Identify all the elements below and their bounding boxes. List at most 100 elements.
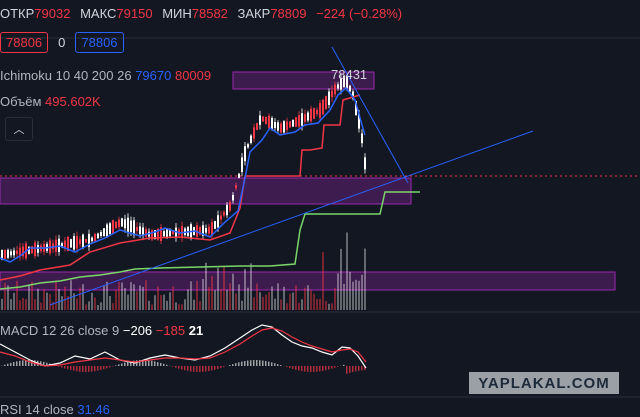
volume-bar bbox=[358, 281, 360, 310]
volume-bar bbox=[346, 232, 348, 310]
macd-hist-bar bbox=[214, 366, 216, 370]
ohlc-readout: ОТКР79032 МАКС79150 МИН78582 ЗАКР78809 −… bbox=[0, 6, 408, 21]
macd-hist-bar bbox=[7, 364, 9, 366]
volume-bar bbox=[91, 293, 93, 310]
rsi-params: 14 close bbox=[25, 402, 73, 417]
volume-bar bbox=[265, 295, 267, 310]
macd-hist-bar bbox=[295, 366, 297, 370]
volume-bar bbox=[178, 304, 180, 310]
volume-bar bbox=[157, 287, 159, 310]
candle bbox=[280, 124, 282, 133]
volume-bar bbox=[286, 303, 288, 310]
ichimoku-name: Ichimoku bbox=[0, 68, 52, 83]
macd-hist-bar bbox=[262, 361, 264, 366]
candle bbox=[325, 96, 327, 109]
zone-resistance-mid[interactable] bbox=[0, 178, 411, 204]
rsi-legend[interactable]: RSI 14 close 31.46 bbox=[0, 402, 110, 417]
macd-hist-bar bbox=[184, 366, 186, 370]
volume-bar bbox=[163, 295, 165, 310]
high-value: 79150 bbox=[116, 6, 152, 21]
volume-bar bbox=[34, 299, 36, 310]
buy-price-button[interactable]: 78806 bbox=[75, 32, 123, 53]
macd-hist-bar bbox=[319, 366, 321, 371]
macd-hist-bar bbox=[334, 366, 336, 368]
macd-hist-bar bbox=[202, 366, 204, 372]
volume-bar bbox=[199, 301, 201, 310]
candle bbox=[364, 157, 366, 169]
macd-legend[interactable]: MACD 12 26 close 9 −206 −185 21 bbox=[0, 323, 203, 338]
macd-hist-bar bbox=[244, 361, 246, 366]
volume-bar bbox=[187, 289, 189, 310]
macd-hist-bar bbox=[292, 366, 294, 369]
volume-bar bbox=[202, 279, 204, 310]
macd-hist-bar bbox=[73, 366, 75, 371]
candle bbox=[283, 121, 285, 132]
volume-bar bbox=[343, 284, 345, 310]
candle bbox=[253, 127, 255, 138]
candle bbox=[91, 238, 93, 242]
macd-hist-bar bbox=[22, 360, 24, 366]
macd-hist-bar bbox=[352, 366, 354, 372]
volume-bar bbox=[184, 299, 186, 310]
ichimoku-legend[interactable]: Ichimoku 10 40 200 26 79670 80009 bbox=[0, 68, 211, 83]
candle bbox=[127, 218, 129, 233]
volume-bar bbox=[322, 252, 324, 310]
macd-hist-bar bbox=[61, 366, 63, 367]
macd-hist-bar bbox=[196, 366, 198, 372]
macd-hist-bar bbox=[67, 366, 69, 369]
volume-bar bbox=[160, 295, 162, 310]
candle bbox=[274, 122, 276, 128]
volume-bar bbox=[154, 295, 156, 310]
volume-bar bbox=[229, 283, 231, 310]
candle bbox=[208, 227, 210, 234]
candle bbox=[286, 121, 288, 129]
macd-hist-bar bbox=[127, 362, 129, 366]
volume-legend[interactable]: Объём 495.602K bbox=[0, 94, 101, 109]
candle bbox=[265, 117, 267, 124]
volume-bar bbox=[139, 285, 141, 310]
macd-hist-bar bbox=[124, 363, 126, 366]
candle bbox=[100, 232, 102, 236]
candle bbox=[241, 157, 243, 172]
macd-hist-bar bbox=[175, 366, 177, 368]
sell-price-button[interactable]: 78806 bbox=[0, 32, 48, 53]
volume-bar bbox=[148, 301, 150, 310]
volume-bar bbox=[301, 299, 303, 310]
macd-hist-bar bbox=[85, 366, 87, 372]
macd-hist-bar bbox=[94, 366, 96, 371]
candle bbox=[163, 231, 165, 236]
candle bbox=[277, 122, 279, 130]
close-label: ЗАКР bbox=[238, 6, 271, 21]
volume-bar bbox=[331, 303, 333, 310]
volume-bar bbox=[337, 273, 339, 310]
volume-bar bbox=[283, 287, 285, 310]
volume-bar bbox=[298, 303, 300, 310]
volume-bar bbox=[289, 294, 291, 310]
macd-value-3: 21 bbox=[189, 323, 203, 338]
volume-bar bbox=[226, 290, 228, 310]
candle bbox=[268, 116, 270, 129]
volume-bar bbox=[175, 302, 177, 310]
volume-bar bbox=[16, 281, 18, 310]
volume-bar bbox=[28, 286, 30, 310]
macd-hist-bar bbox=[304, 366, 306, 372]
macd-hist-bar bbox=[331, 366, 333, 369]
volume-bar bbox=[40, 303, 42, 310]
volume-bar bbox=[136, 291, 138, 310]
candle bbox=[238, 174, 240, 178]
collapse-legend-button[interactable]: ︿ bbox=[5, 117, 33, 141]
candle bbox=[304, 114, 306, 122]
volume-bar bbox=[133, 284, 135, 310]
candle bbox=[73, 236, 75, 249]
volume-bar bbox=[220, 289, 222, 310]
macd-hist-bar bbox=[4, 365, 6, 366]
macd-hist-bar bbox=[181, 366, 183, 370]
macd-hist-bar bbox=[325, 366, 327, 370]
macd-hist-bar bbox=[316, 366, 318, 372]
volume-bar bbox=[82, 284, 84, 310]
macd-hist-bar bbox=[103, 366, 105, 369]
macd-hist-bar bbox=[328, 366, 330, 370]
ichimoku-value-2: 80009 bbox=[175, 68, 211, 83]
volume-bar bbox=[43, 289, 45, 310]
rsi-name: RSI bbox=[0, 402, 22, 417]
